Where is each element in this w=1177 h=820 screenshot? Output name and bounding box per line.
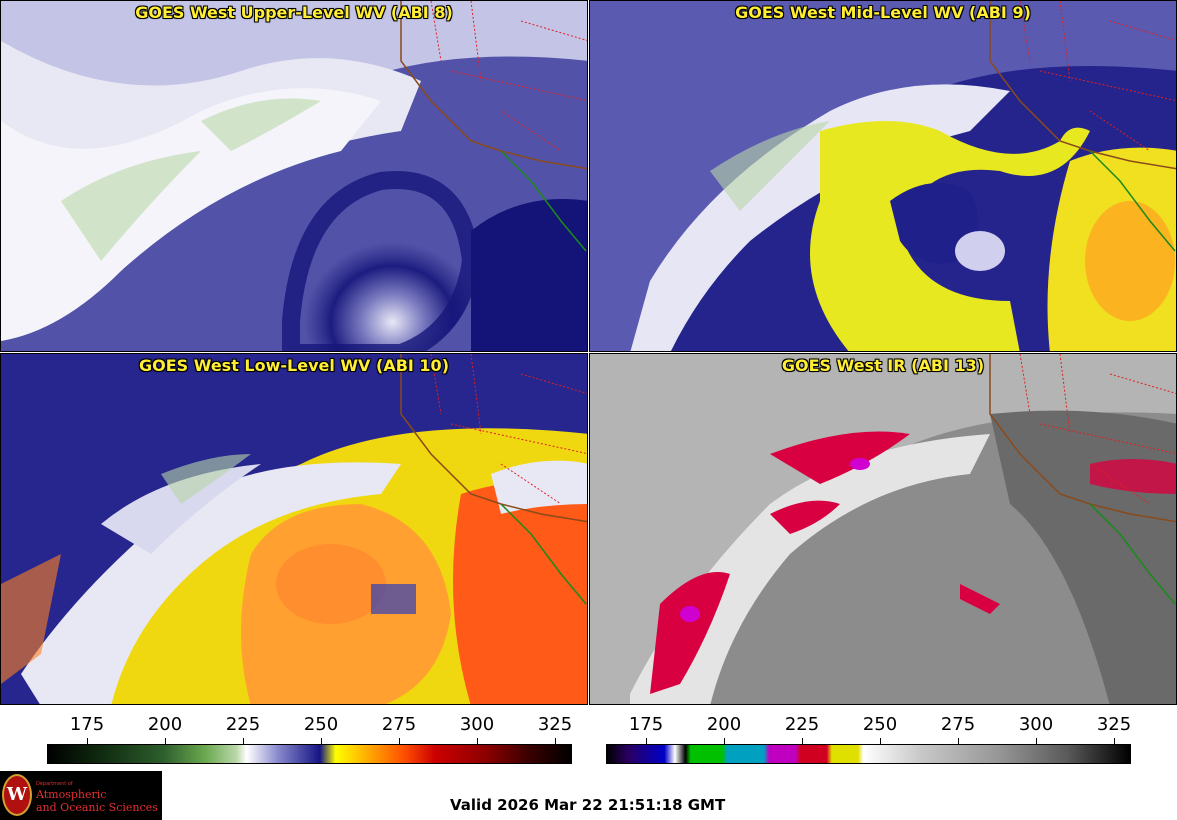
colorbar-tick bbox=[646, 738, 647, 744]
colorbar-tick bbox=[1036, 738, 1037, 744]
colorbar-tick-label: 300 bbox=[459, 714, 495, 735]
wv-colorbar: 175 200 225 250 275 300 325 bbox=[47, 708, 572, 768]
colorbar-tick-label: 275 bbox=[381, 714, 417, 735]
colorbar-tick bbox=[724, 738, 725, 744]
ir-panel: GOES West IR (ABI 13) bbox=[589, 353, 1177, 705]
colorbar-tick-label: 200 bbox=[147, 714, 183, 735]
colorbar-tick bbox=[321, 738, 322, 744]
colorbar-tick-label: 250 bbox=[862, 714, 898, 735]
valid-time: Valid 2026 Mar 22 21:51:18 GMT bbox=[450, 796, 726, 814]
logo-line-1: Atmospheric bbox=[36, 788, 107, 801]
upper-level-wv-panel: GOES West Upper-Level WV (ABI 8) bbox=[0, 0, 588, 352]
colorbar-tick-label: 325 bbox=[537, 714, 573, 735]
panel-title: GOES West IR (ABI 13) bbox=[781, 356, 985, 375]
ir-colorbar: 175 200 225 250 275 300 325 bbox=[606, 708, 1131, 768]
colorbar-gradient bbox=[606, 744, 1131, 764]
upper-level-wv-image bbox=[1, 1, 587, 351]
logo-dept-text: Department of bbox=[36, 781, 73, 787]
colorbar-tick-label: 225 bbox=[784, 714, 820, 735]
colorbar-tick-label: 175 bbox=[628, 714, 664, 735]
colorbar-tick bbox=[1114, 738, 1115, 744]
colorbar-gradient bbox=[47, 744, 572, 764]
colorbar-tick bbox=[243, 738, 244, 744]
uw-seal-icon: W bbox=[2, 774, 32, 816]
logo-line-2: and Oceanic Sciences bbox=[36, 801, 158, 814]
panel-title: GOES West Upper-Level WV (ABI 8) bbox=[135, 3, 453, 22]
colorbar-tick bbox=[880, 738, 881, 744]
mid-level-wv-image bbox=[590, 1, 1176, 351]
colorbar-tick bbox=[555, 738, 556, 744]
colorbar-tick-label: 325 bbox=[1096, 714, 1132, 735]
colorbar-tick bbox=[87, 738, 88, 744]
mid-level-wv-panel: GOES West Mid-Level WV (ABI 9) bbox=[589, 0, 1177, 352]
colorbar-tick-label: 275 bbox=[940, 714, 976, 735]
colorbar-tick bbox=[802, 738, 803, 744]
colorbar-tick-label: 175 bbox=[69, 714, 105, 735]
aos-logo: W Department of Atmospheric and Oceanic … bbox=[0, 771, 162, 820]
low-level-wv-panel: GOES West Low-Level WV (ABI 10) bbox=[0, 353, 588, 705]
colorbar-tick bbox=[399, 738, 400, 744]
colorbar-tick-label: 225 bbox=[225, 714, 261, 735]
colorbar-tick-label: 200 bbox=[706, 714, 742, 735]
colorbar-tick-label: 250 bbox=[303, 714, 339, 735]
colorbar-tick bbox=[165, 738, 166, 744]
low-level-wv-image bbox=[1, 354, 587, 704]
ir-image bbox=[590, 354, 1176, 704]
colorbar-tick bbox=[958, 738, 959, 744]
panel-title: GOES West Mid-Level WV (ABI 9) bbox=[735, 3, 1031, 22]
colorbar-tick-label: 300 bbox=[1018, 714, 1054, 735]
panel-title: GOES West Low-Level WV (ABI 10) bbox=[138, 356, 449, 375]
colorbar-tick bbox=[477, 738, 478, 744]
